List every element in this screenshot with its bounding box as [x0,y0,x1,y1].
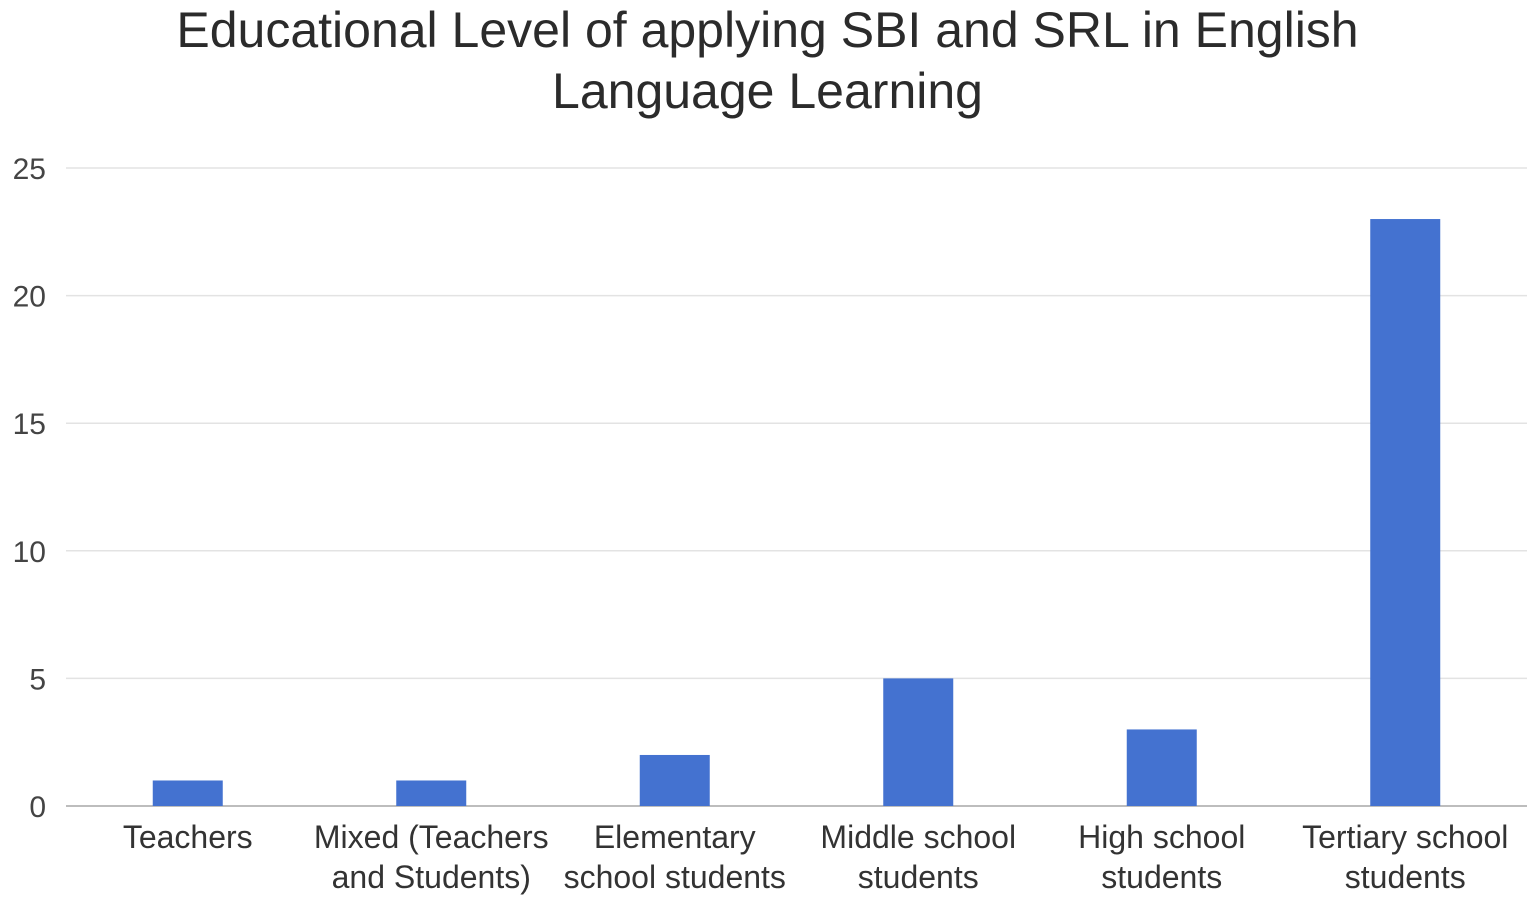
x-category-label-line: school students [564,859,786,895]
x-category-label: Mixed (Teachers and Students) [314,819,549,895]
x-category-label: Tertiary school students [1302,819,1508,895]
chart-title: Educational Level of applying SBI and SR… [0,0,1535,122]
y-tick-label: 5 [29,663,46,696]
y-tick-label: 10 [13,536,46,569]
y-tick-label: 15 [13,408,46,441]
x-category-label: Elementary school students [564,819,786,895]
x-category-label-line: High school [1078,819,1245,855]
y-tick-label: 25 [13,153,46,186]
y-tick-label: 20 [13,281,46,314]
bar [1370,219,1441,807]
x-category-label: Teachers [123,819,253,855]
bar [883,678,954,806]
y-tick-label: 0 [29,791,46,824]
x-category-label-line: and Students) [332,859,531,895]
x-category-label-line: students [1345,859,1466,895]
x-category-label-line: Middle school [820,819,1016,855]
x-category-label-line: students [1101,859,1222,895]
bar [639,754,710,806]
x-category-label-line: Mixed (Teachers [314,819,549,855]
x-category-label: High school students [1078,819,1245,895]
bar [1126,729,1197,806]
x-category-label-line: Tertiary school [1302,819,1508,855]
chart-title-line-2: Language Learning [552,63,983,119]
x-category-label: Middle school students [820,819,1016,895]
bar [152,780,223,806]
bar [396,780,467,806]
x-category-label-line: Elementary [594,819,756,855]
x-category-label-line: students [858,859,979,895]
chart-title-line-1: Educational Level of applying SBI and SR… [176,2,1359,58]
x-category-label-line: Teachers [123,819,253,855]
